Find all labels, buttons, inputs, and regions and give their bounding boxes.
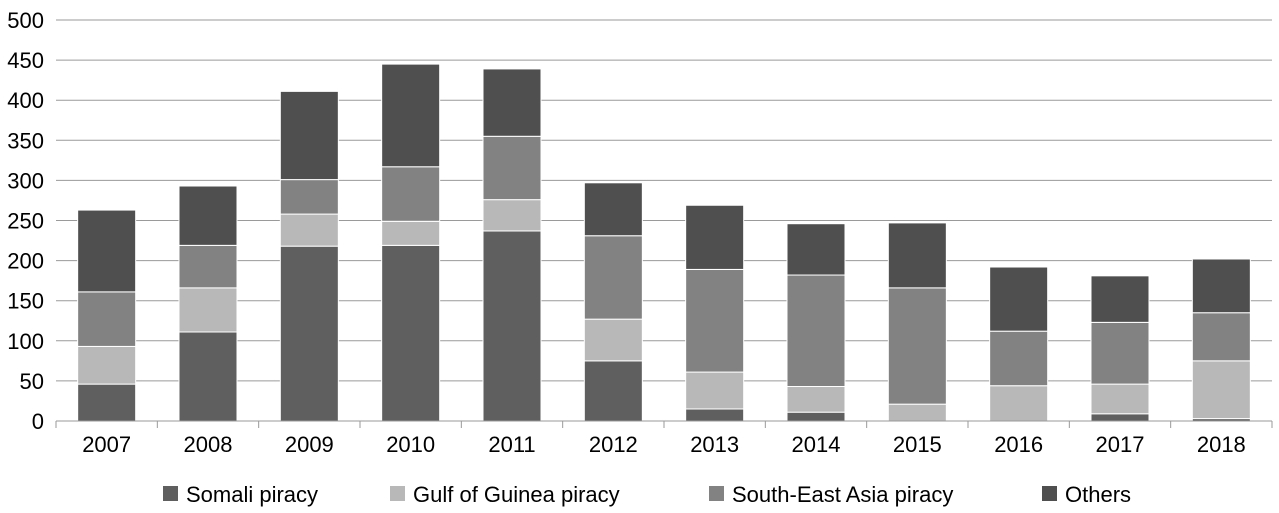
bar-segment-gulf-of-guinea-piracy — [178, 287, 238, 333]
y-tick-label: 50 — [20, 369, 44, 394]
bar-segment-others — [1191, 258, 1251, 314]
bar-segment-south-east-asia-piracy — [786, 274, 846, 388]
bar-segment-south-east-asia-piracy — [1191, 312, 1251, 362]
x-tick-label: 2015 — [893, 432, 942, 457]
bar-segment-south-east-asia-piracy — [77, 291, 137, 347]
legend-swatch — [163, 486, 178, 501]
bar-segment-others — [279, 90, 339, 181]
legend-swatch — [390, 486, 405, 501]
bar-segment-south-east-asia-piracy — [1090, 321, 1150, 385]
bar-segment-others — [989, 266, 1049, 332]
bar-segment-others — [178, 185, 238, 246]
y-tick-label: 500 — [7, 8, 44, 33]
bar-segment-somali-piracy — [178, 331, 238, 422]
bar-segment-gulf-of-guinea-piracy — [77, 345, 137, 385]
bar-segment-gulf-of-guinea-piracy — [482, 199, 542, 232]
bar-segment-others — [583, 182, 643, 237]
bar-segment-gulf-of-guinea-piracy — [685, 371, 745, 410]
bar-segment-others — [77, 209, 137, 293]
bar-segment-somali-piracy — [482, 230, 542, 422]
legend-swatch — [1042, 486, 1057, 501]
bar-segment-somali-piracy — [279, 245, 339, 422]
bar-segment-south-east-asia-piracy — [685, 268, 745, 373]
gridlines — [56, 19, 1272, 382]
bar-segment-gulf-of-guinea-piracy — [989, 385, 1049, 422]
x-tick-label: 2014 — [792, 432, 841, 457]
bar-segment-others — [887, 222, 947, 289]
x-tick-label: 2009 — [285, 432, 334, 457]
bar-segment-south-east-asia-piracy — [482, 135, 542, 201]
bar-segment-gulf-of-guinea-piracy — [381, 220, 441, 246]
bars — [77, 63, 1251, 422]
y-tick-label: 0 — [32, 409, 44, 434]
bar-segment-somali-piracy — [786, 411, 846, 422]
bar-segment-gulf-of-guinea-piracy — [1090, 383, 1150, 415]
x-tick-label: 2010 — [386, 432, 435, 457]
legend-label: Others — [1065, 482, 1131, 507]
y-tick-label: 400 — [7, 88, 44, 113]
y-tick-label: 250 — [7, 209, 44, 234]
bar-segment-somali-piracy — [583, 360, 643, 422]
bar-segment-south-east-asia-piracy — [279, 179, 339, 215]
x-tick-label: 2008 — [184, 432, 233, 457]
bar-segment-others — [482, 68, 542, 137]
y-tick-label: 150 — [7, 289, 44, 314]
axes: 0 50 100 150 200 250 300 350 400 450 500 2007 2008 20… — [7, 8, 1273, 457]
bar-segment-south-east-asia-piracy — [381, 166, 441, 222]
bar-segment-others — [381, 63, 441, 168]
legend: Somali piracy Gulf of Guinea piracy South-… — [163, 482, 1131, 507]
y-tick-label: 300 — [7, 168, 44, 193]
bar-segment-somali-piracy — [77, 383, 137, 422]
y-tick-label: 450 — [7, 48, 44, 73]
x-tick-label: 2016 — [994, 432, 1043, 457]
bar-segment-somali-piracy — [1090, 413, 1150, 422]
bar-segment-south-east-asia-piracy — [583, 235, 643, 320]
bar-segment-south-east-asia-piracy — [178, 244, 238, 289]
x-tick-label: 2018 — [1197, 432, 1246, 457]
bar-segment-somali-piracy — [685, 408, 745, 422]
bar-segment-others — [786, 223, 846, 276]
legend-swatch — [709, 486, 724, 501]
bar-segment-gulf-of-guinea-piracy — [887, 403, 947, 422]
x-tick-label: 2011 — [488, 432, 535, 457]
y-tick-label: 350 — [7, 128, 44, 153]
bar-segment-south-east-asia-piracy — [887, 287, 947, 405]
bar-segment-gulf-of-guinea-piracy — [583, 318, 643, 362]
x-tick-label: 2007 — [82, 432, 131, 457]
y-tick-label: 100 — [7, 329, 44, 354]
bar-segment-gulf-of-guinea-piracy — [786, 386, 846, 413]
bar-segment-gulf-of-guinea-piracy — [279, 213, 339, 247]
bar-segment-somali-piracy — [381, 244, 441, 422]
y-tick-label: 200 — [7, 249, 44, 274]
bar-segment-others — [685, 204, 745, 270]
bar-segment-south-east-asia-piracy — [989, 330, 1049, 387]
x-tick-label: 2012 — [589, 432, 638, 457]
x-tick-label: 2017 — [1096, 432, 1145, 457]
legend-label: Gulf of Guinea piracy — [413, 482, 620, 507]
bar-segment-others — [1090, 275, 1150, 323]
legend-label: Somali piracy — [186, 482, 318, 507]
bar-segment-gulf-of-guinea-piracy — [1191, 360, 1251, 420]
x-tick-label: 2013 — [690, 432, 739, 457]
legend-label: South-East Asia piracy — [732, 482, 953, 507]
